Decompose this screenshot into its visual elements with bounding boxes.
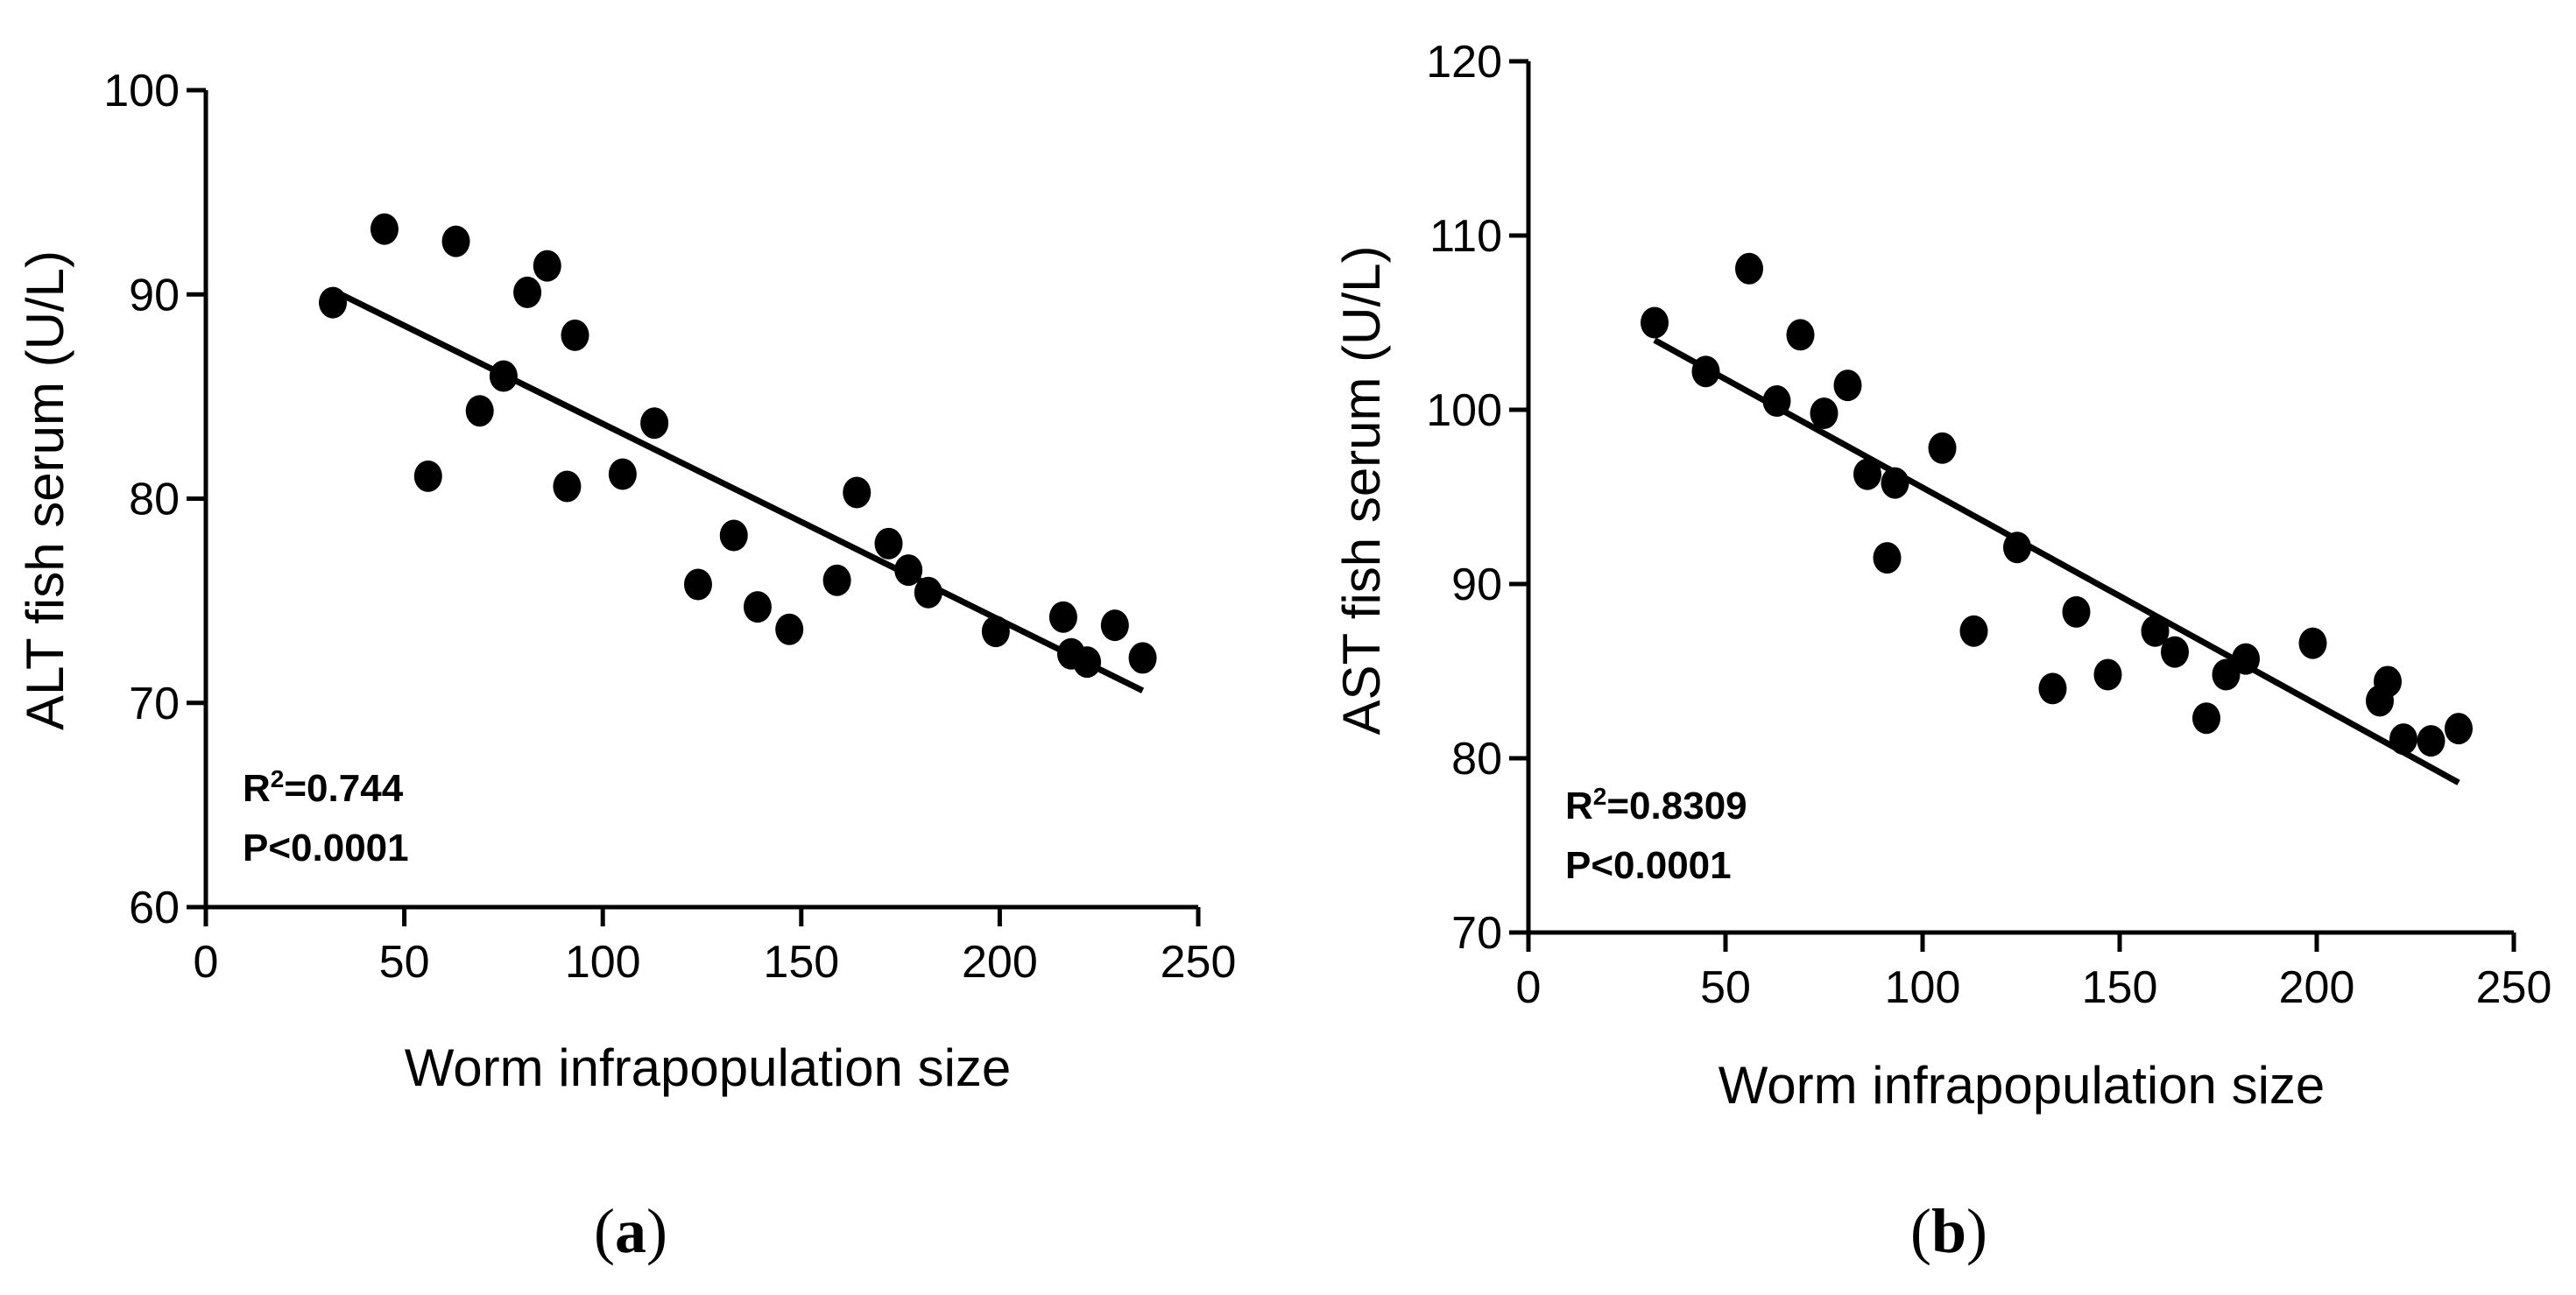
- panel-b-data-point: [2093, 658, 2122, 691]
- panel-b-marks: 70 80 90 100 110 120 0 50 100 150 200 250: [1426, 37, 2551, 1013]
- panel-a-data-point: [914, 576, 942, 609]
- panel-a-data-point: [608, 458, 637, 490]
- panel-b-label: (b): [1910, 1196, 1987, 1266]
- panel-b-y-tick-label: 110: [1429, 211, 1502, 262]
- panel-a-data-point: [640, 407, 669, 440]
- panel-b-data-point: [2417, 725, 2445, 757]
- panel-a-p-value: P<0.0001: [243, 827, 409, 869]
- panel-b-data-point: [2374, 665, 2402, 698]
- panel-b-y-tick-label: 90: [1451, 560, 1502, 610]
- panel-a-data-point: [822, 564, 851, 596]
- panel-a-data-point: [843, 476, 872, 509]
- panel-a-data-point: [489, 360, 518, 392]
- panel-b-data-point: [1810, 397, 1838, 429]
- panel-b-data-point: [2192, 702, 2220, 735]
- panel-b-data-point: [2389, 723, 2417, 756]
- panel-a-y-tick-label: 100: [103, 66, 180, 116]
- panel-b-y-tick-label: 100: [1426, 385, 1502, 436]
- panel-a-x-tick-label: 0: [194, 937, 219, 988]
- panel-a-data-point: [775, 613, 804, 645]
- panel-b-x-tick-label: 200: [2279, 962, 2355, 1013]
- panel-a-y-tick-label: 70: [129, 679, 180, 729]
- panel-b-y-tick-label: 70: [1451, 908, 1502, 959]
- panel-b-r2-text: R2=0.8309: [1565, 783, 1747, 827]
- panel-b-data-point: [2212, 658, 2241, 691]
- panel-b-data-point: [1881, 467, 1909, 499]
- panel-a-r2-text: R2=0.744: [243, 765, 404, 810]
- panel-b-chart: 70 80 90 100 110 120 0 50 100 150 200 250 Worm infr…: [1332, 37, 2551, 1266]
- panel-a-label: (a): [594, 1196, 667, 1266]
- panel-b-data-point: [1691, 355, 1720, 388]
- panel-b-data-point: [1786, 319, 1815, 351]
- panel-b-x-tick-label: 50: [1700, 962, 1751, 1013]
- panel-a-data-point: [561, 319, 589, 351]
- panel-a-data-point: [981, 616, 1010, 648]
- panel-a-data-point: [1073, 646, 1102, 679]
- panel-a-data-point: [1100, 609, 1129, 642]
- panel-a-data-point: [894, 554, 923, 587]
- panel-b-data-point: [1928, 432, 1957, 464]
- panel-a-data-point: [1128, 642, 1157, 674]
- panel-b-data-point: [1873, 542, 1902, 574]
- panel-b-data-point: [1853, 458, 1881, 490]
- panel-a-x-tick-label: 100: [565, 937, 641, 988]
- panel-a-data-point: [874, 527, 903, 560]
- panel-a-x-tick-label: 150: [763, 937, 839, 988]
- panel-b-data-point: [2232, 643, 2260, 675]
- panel-a-marks: 60 70 80 90 100 0 50 100 150 200 250: [103, 66, 1236, 988]
- panel-b-data-point: [1959, 615, 1988, 647]
- panel-a-data-point: [719, 519, 748, 552]
- panel-a-x-tick-label: 250: [1161, 937, 1237, 988]
- panel-b-x-tick-label: 100: [1885, 962, 1961, 1013]
- panel-b-x-tick-label: 150: [2082, 962, 2158, 1013]
- panel-a-regression-line: [331, 287, 1145, 693]
- panel-a-chart: 60 70 80 90 100 0 50 100 150 200 250 Worm infrapop…: [16, 66, 1236, 1266]
- panel-b-data-point: [2141, 615, 2170, 647]
- panel-a-data-point: [533, 250, 561, 282]
- panel-b-data-point: [2445, 713, 2473, 745]
- panel-a-x-axis-title: Worm infrapopulation size: [405, 1038, 1012, 1097]
- panel-a-y-tick-label: 90: [129, 270, 180, 320]
- panel-b-x-tick-label: 0: [1516, 962, 1542, 1013]
- panel-b-data-point: [1833, 369, 1862, 402]
- panel-a-data-point: [1048, 601, 1077, 633]
- panel-a-x-tick-label: 200: [962, 937, 1038, 988]
- panel-b-x-tick-label: 250: [2476, 962, 2552, 1013]
- panel-a-data-point: [513, 276, 542, 308]
- panel-b-p-value: P<0.0001: [1565, 844, 1732, 887]
- panel-a-data-point: [465, 395, 494, 427]
- panel-a-data-point: [553, 470, 582, 503]
- panel-a-data-point: [319, 286, 348, 319]
- panel-b-y-axis-title: AST fish serum (U/L): [1332, 245, 1391, 735]
- panel-a-data-point: [683, 568, 712, 601]
- panel-a-y-tick-label: 60: [129, 883, 180, 933]
- panel-b-data-point: [1762, 385, 1791, 418]
- panel-b-data-point: [2161, 636, 2189, 668]
- panel-b-data-point: [1735, 252, 1763, 285]
- panel-b-data-point: [2062, 595, 2091, 628]
- panel-b-x-axis-title: Worm infrapopulation size: [1719, 1056, 2325, 1115]
- panel-a-data-point: [370, 213, 399, 245]
- panel-b-data-point: [2298, 627, 2327, 659]
- panel-b-regression-line: [1653, 337, 2460, 785]
- panel-a-x-tick-label: 50: [379, 937, 430, 988]
- panel-b-data-point: [2003, 531, 2031, 564]
- panel-a-y-axis-title: ALT fish serum (U/L): [16, 250, 74, 730]
- panel-a-data-point: [441, 225, 470, 257]
- panel-b-y-tick-label: 120: [1426, 37, 1502, 88]
- panel-b-data-point: [1641, 306, 1669, 339]
- panel-a-y-tick-label: 80: [129, 475, 180, 525]
- panel-b-data-point: [2038, 672, 2067, 705]
- panel-a-data-point: [743, 591, 772, 623]
- panel-a-data-point: [413, 460, 442, 492]
- panel-b-y-tick-label: 80: [1451, 734, 1502, 785]
